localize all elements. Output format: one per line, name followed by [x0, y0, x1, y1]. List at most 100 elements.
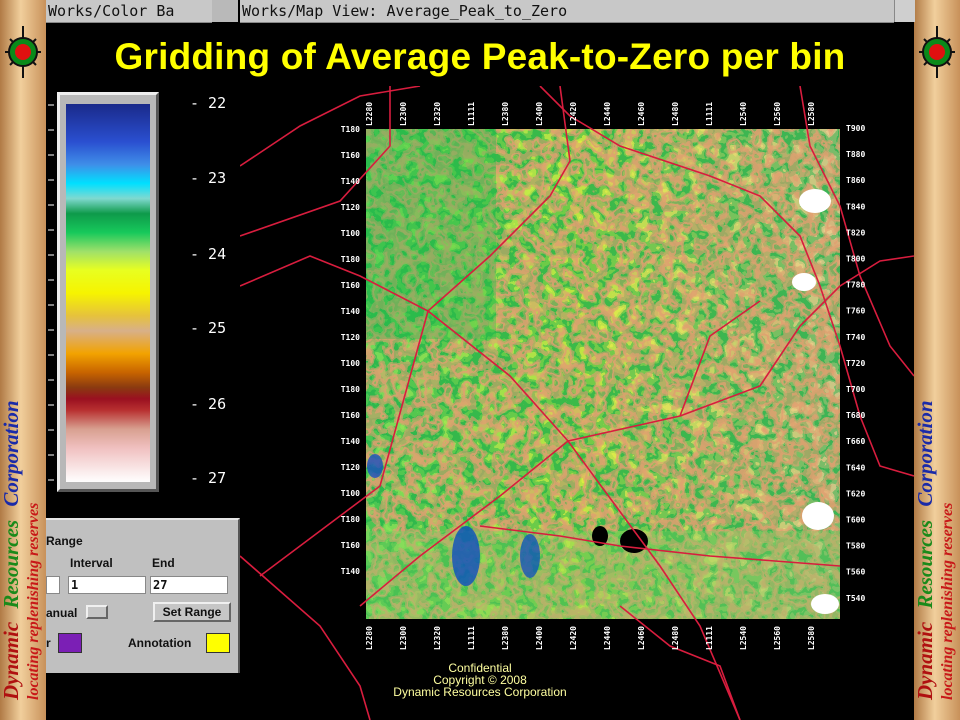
- map-right-label: T680: [846, 411, 865, 420]
- map-left-label: T140: [341, 437, 360, 446]
- map-right-label: T640: [846, 463, 865, 472]
- sidebar-word-3: Corporation: [914, 400, 937, 506]
- map-left-label: T140: [341, 567, 360, 576]
- sidebar-tagline: locating replenishing reserves: [939, 503, 956, 700]
- map-right-label: T720: [846, 359, 865, 368]
- map-top-label: L1111: [705, 102, 714, 126]
- map-right-label: T840: [846, 202, 865, 211]
- map-right-label: T660: [846, 437, 865, 446]
- map-right-label: T780: [846, 281, 865, 290]
- compass-emblem-icon: [5, 26, 41, 78]
- sidebar-word-1: Dynamic: [914, 621, 937, 701]
- map-bottom-label: L2280: [365, 626, 374, 650]
- end-field[interactable]: 27: [150, 576, 228, 594]
- window-menu-button[interactable]: [212, 0, 238, 22]
- colorbar-gradient: [66, 104, 150, 482]
- map-top-label: L2460: [637, 102, 646, 126]
- overlay-color-swatch[interactable]: [58, 633, 82, 653]
- annotation-color-swatch[interactable]: [206, 633, 230, 653]
- map-top-label: L2420: [569, 102, 578, 126]
- colorbar-label: - 25: [190, 319, 227, 337]
- map-bottom-label: L2480: [671, 626, 680, 650]
- map-left-label: T100: [341, 229, 360, 238]
- end-label: End: [152, 556, 175, 570]
- map-bottom-label: L1111: [705, 626, 714, 650]
- map-top-label: L2580: [807, 102, 816, 126]
- map-bottom-label: L2460: [637, 626, 646, 650]
- colorbar-label: - 26: [190, 395, 227, 413]
- sidebar-word-2: Resources: [0, 520, 23, 610]
- map-left-label: T160: [341, 281, 360, 290]
- svg-text:Dynamic Resources: Dynamic Resources Corporation: [0, 400, 23, 701]
- map-left-label: T140: [341, 307, 360, 316]
- colorbar-window-titlebar[interactable]: Works/Color Ba: [46, 0, 212, 23]
- right-branding-strip: Dynamic Resources Corporation locating r…: [914, 0, 960, 720]
- map-bottom-label: L2400: [535, 626, 544, 650]
- map-top-label: L2560: [773, 102, 782, 126]
- map-left-label: T180: [341, 125, 360, 134]
- colorbar-label: - 23: [190, 169, 227, 187]
- mode-option-label[interactable]: anual: [46, 606, 78, 620]
- map-top-label: L2280: [365, 102, 374, 126]
- map-window-titlebar[interactable]: Works/Map View: Average_Peak_to_Zero: [240, 0, 894, 23]
- left-branding-strip: Dynamic Resources Corporation locating r…: [0, 0, 46, 720]
- map-left-label: T180: [341, 255, 360, 264]
- colorbar-label: - 22: [190, 94, 227, 112]
- map-right-label: T620: [846, 489, 865, 498]
- slide-title: Gridding of Average Peak-to-Zero per bin: [114, 36, 846, 77]
- map-bottom-label: L2380: [501, 626, 510, 650]
- map-left-label: T120: [341, 333, 360, 342]
- colorbar-label: - 24: [190, 245, 227, 263]
- map-right-label: T700: [846, 385, 865, 394]
- mode-option-menu-button[interactable]: [86, 605, 108, 619]
- interval-field[interactable]: 1: [68, 576, 146, 594]
- map-left-label: T100: [341, 359, 360, 368]
- map-bottom-label: L2560: [773, 626, 782, 650]
- map-top-label: L2480: [671, 102, 680, 126]
- interval-label: Interval: [70, 556, 113, 570]
- map-right-label: T600: [846, 516, 865, 525]
- sidebar-word-1: Dynamic: [0, 621, 23, 701]
- map-window-title: Works/Map View: Average_Peak_to_Zero: [242, 2, 568, 20]
- map-right-label: T820: [846, 228, 865, 237]
- map-left-label: T100: [341, 489, 360, 498]
- map-view[interactable]: L2280 L2300 L2320 L1111 L2380 L2400 L2420 L2440…: [240, 86, 914, 720]
- map-top-label: L2320: [433, 102, 442, 126]
- map-right-label: T880: [846, 150, 865, 159]
- map-axis-labels: L2280 L2300 L2320 L1111 L2380 L2400 L2420 L2440…: [341, 102, 866, 650]
- map-bottom-label: L2320: [433, 626, 442, 650]
- map-left-label: T180: [341, 515, 360, 524]
- map-top-label: L2440: [603, 102, 612, 126]
- map-top-label: L2380: [501, 102, 510, 126]
- range-heading: Range: [46, 534, 83, 548]
- map-bottom-label: L2420: [569, 626, 578, 650]
- map-right-label: T860: [846, 176, 865, 185]
- map-left-label: T180: [341, 385, 360, 394]
- map-bottom-label: L2540: [739, 626, 748, 650]
- map-right-label: T560: [846, 568, 865, 577]
- map-bottom-label: L1111: [467, 626, 476, 650]
- map-top-label: L2400: [535, 102, 544, 126]
- map-bottom-label: L2580: [807, 626, 816, 650]
- map-left-label: T120: [341, 203, 360, 212]
- footer-line: Dynamic Resources Corporation: [393, 685, 567, 699]
- overlay-color-label: r: [46, 636, 51, 650]
- colorbar-left-ticks: [48, 104, 54, 481]
- county-boundaries: [240, 86, 914, 720]
- map-right-label: T740: [846, 333, 865, 342]
- colorbar-window-title: Works/Color Ba: [48, 2, 175, 20]
- map-top-label: L1111: [467, 102, 476, 126]
- sidebar-tagline: locating replenishing reserves: [25, 503, 42, 700]
- map-left-label: T120: [341, 463, 360, 472]
- map-left-label: T160: [341, 411, 360, 420]
- window-maximize-button[interactable]: [894, 0, 915, 22]
- confidential-footer: Confidential Copyright © 2008 Dynamic Re…: [384, 662, 576, 698]
- map-left-label: T160: [341, 541, 360, 550]
- start-field[interactable]: [46, 576, 60, 594]
- map-bottom-label: L2440: [603, 626, 612, 650]
- map-right-label: T800: [846, 255, 865, 264]
- colorbar-label: - 27: [190, 469, 227, 487]
- annotation-label: Annotation: [128, 636, 192, 650]
- set-range-button[interactable]: Set Range: [153, 602, 231, 622]
- map-top-label: L2300: [399, 102, 408, 126]
